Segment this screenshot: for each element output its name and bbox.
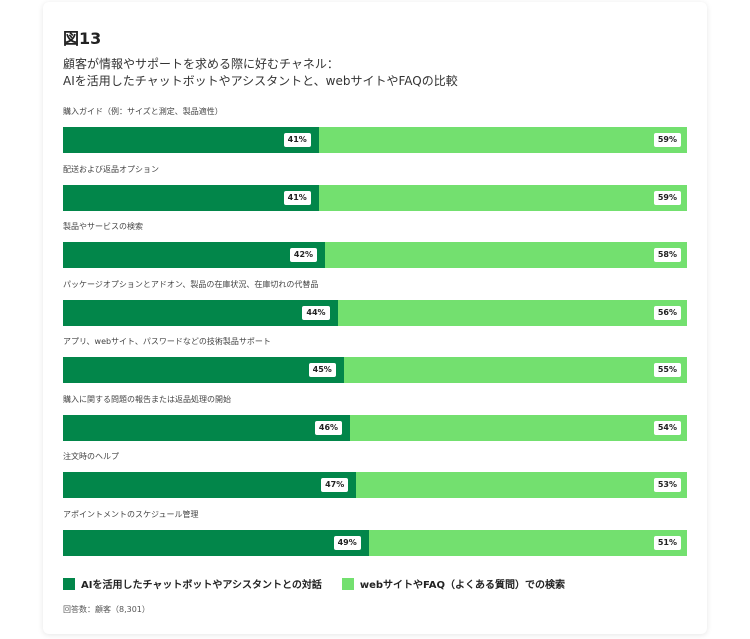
bar-segment-website-faq: 51% xyxy=(368,529,687,556)
data-label-ai-chatbot: 49% xyxy=(333,535,361,550)
category-label: アプリ、webサイト、パスワードなどの技術製品サポート xyxy=(63,337,271,346)
stacked-bar: 45% 55% xyxy=(63,357,687,383)
category-label: 購入に関する問題の報告または返品処理の開始 xyxy=(63,394,231,404)
bar-segment-website-faq: 53% xyxy=(356,472,687,498)
data-label-website-faq: 51% xyxy=(653,535,681,550)
data-label-website-faq: 59% xyxy=(653,133,681,147)
data-label-website-faq: 54% xyxy=(653,420,681,435)
chart-title-line-1: 顧客が情報やサポートを求める際に好むチャネル： xyxy=(63,57,339,71)
bar-row: 製品やサービスの検索 42% 58% xyxy=(63,221,687,269)
category-label: 配送および返品オプション xyxy=(63,164,159,174)
legend-item-website-faq: webサイトやFAQ（よくある質問）での検索 xyxy=(341,576,565,591)
data-label-website-faq: 59% xyxy=(653,190,681,205)
data-label-website-faq: 56% xyxy=(653,305,681,320)
bar-row: アプリ、webサイト、パスワードなどの技術製品サポート 45% 55% xyxy=(63,336,687,384)
data-label-ai-chatbot: 41% xyxy=(283,133,311,147)
legend-label-ai-chatbot: AIを活用したチャットボットやアシスタントとの対話 xyxy=(81,580,322,591)
legend-swatch-website-faq xyxy=(341,577,354,590)
bar-segment-website-faq: 59% xyxy=(318,184,687,211)
stacked-bar: 41% 59% xyxy=(63,184,687,211)
stacked-bar: 44% 56% xyxy=(63,299,687,326)
bar-row: アポイントメントのスケジュール管理 49% 51% xyxy=(63,509,687,557)
stacked-bar: 47% 53% xyxy=(63,472,687,498)
bar-segment-website-faq: 56% xyxy=(337,299,687,326)
bar-segment-website-faq: 59% xyxy=(318,127,687,153)
chart-title: 顧客が情報やサポートを求める際に好むチャネル： AIを活用したチャットボットやア… xyxy=(63,56,458,90)
category-label: パッケージオプションとアドオン、製品の在庫状況、在庫切れの代替品 xyxy=(63,279,319,289)
category-label: アポイントメントのスケジュール管理 xyxy=(63,509,199,519)
figure-label: 図13 xyxy=(63,29,102,48)
data-label-ai-chatbot: 47% xyxy=(321,478,349,492)
bar-segment-ai-chatbot: 41% xyxy=(63,127,319,153)
category-label: 注文時のヘルプ xyxy=(63,452,119,461)
bar-row: 配送および返品オプション 41% 59% xyxy=(63,164,687,212)
category-label: 購入ガイド（例：サイズと測定、製品適性） xyxy=(63,107,223,116)
bar-segment-ai-chatbot: 42% xyxy=(63,242,326,268)
stacked-bar: 49% 51% xyxy=(63,529,687,556)
bar-row: 購入ガイド（例：サイズと測定、製品適性） 41% 59% xyxy=(63,106,687,154)
legend-swatch-ai-chatbot xyxy=(63,577,75,590)
bar-segment-ai-chatbot: 46% xyxy=(63,414,351,441)
bar-row: 注文時のヘルプ 47% 53% xyxy=(63,451,687,499)
data-label-ai-chatbot: 42% xyxy=(289,248,318,262)
bar-segment-website-faq: 55% xyxy=(343,357,687,383)
bar-segment-ai-chatbot: 49% xyxy=(63,529,369,556)
data-label-website-faq: 58% xyxy=(653,248,681,262)
data-label-website-faq: 55% xyxy=(653,363,681,377)
bar-segment-website-faq: 54% xyxy=(350,414,687,441)
bar-segment-ai-chatbot: 45% xyxy=(63,357,344,383)
data-label-website-faq: 53% xyxy=(653,478,681,492)
bar-segment-ai-chatbot: 41% xyxy=(63,184,319,211)
data-label-ai-chatbot: 45% xyxy=(308,363,336,377)
bar-segment-website-faq: 58% xyxy=(325,242,687,268)
chart-legend: AIを活用したチャットボットやアシスタントとの対話 webサイトやFAQ（よくあ… xyxy=(63,576,585,591)
stacked-bar: 46% 54% xyxy=(63,414,687,441)
data-label-ai-chatbot: 46% xyxy=(314,420,343,435)
stacked-bar: 41% 59% xyxy=(63,127,687,153)
bar-row: パッケージオプションとアドオン、製品の在庫状況、在庫切れの代替品 44% 56% xyxy=(63,279,687,327)
bar-segment-ai-chatbot: 44% xyxy=(63,299,338,326)
legend-item-ai-chatbot: AIを活用したチャットボットやアシスタントとの対話 xyxy=(63,576,322,591)
bar-row: 購入に関する問題の報告または返品処理の開始 46% 54% xyxy=(63,394,687,442)
respondent-note: 回答数：顧客（8,301） xyxy=(63,605,150,614)
data-label-ai-chatbot: 41% xyxy=(283,190,311,205)
chart-title-line-2: AIを活用したチャットボットやアシスタントと、webサイトやFAQの比較 xyxy=(63,74,458,88)
bar-segment-ai-chatbot: 47% xyxy=(63,472,357,498)
category-label: 製品やサービスの検索 xyxy=(63,222,143,231)
legend-label-website-faq: webサイトやFAQ（よくある質問）での検索 xyxy=(359,580,565,591)
data-label-ai-chatbot: 44% xyxy=(302,305,330,320)
stacked-bar: 42% 58% xyxy=(63,242,687,268)
